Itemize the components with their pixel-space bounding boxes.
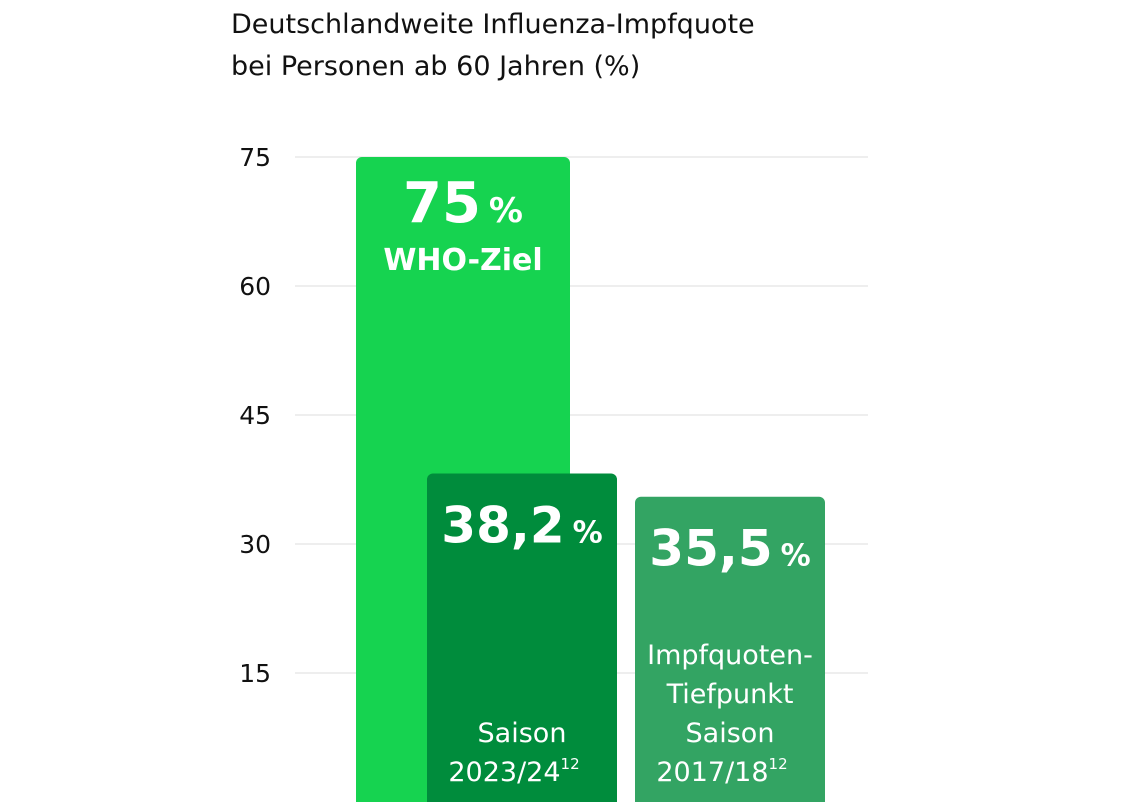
- bar-category-label: WHO-Ziel: [383, 243, 542, 278]
- bar-value: 35,5: [649, 520, 772, 578]
- bar-value-unit: %: [573, 515, 603, 550]
- bar-category-label: Tiefpunkt: [666, 679, 794, 710]
- bar-category-label: Impfquoten-: [647, 640, 813, 671]
- bar-value-unit: %: [489, 191, 523, 231]
- bar-3: [635, 496, 825, 802]
- bar-group-2: 38,2 % Saison 2023/2412: [427, 473, 617, 802]
- bar-category-label: Saison: [478, 718, 567, 749]
- bar-category-text: Saison: [686, 718, 775, 749]
- bar-category-text: Saison: [478, 718, 567, 749]
- bar-category-label: Saison: [686, 718, 775, 749]
- y-tick-label: 30: [239, 530, 271, 559]
- bar-value-label: 75%: [403, 171, 523, 236]
- bar-value-label: 38,2%: [441, 496, 602, 554]
- bar-2: [427, 473, 617, 802]
- bar-value: 38,2: [441, 496, 564, 554]
- bar-category-text: 2023/24: [448, 757, 560, 788]
- y-axis-ticks: 15 30 45 60 75: [239, 143, 271, 688]
- bar-category-text: Tiefpunkt: [666, 679, 794, 710]
- bar-value-unit: %: [781, 539, 811, 574]
- y-tick-label: 60: [239, 272, 271, 301]
- bar-category-label: 2017/1812: [656, 755, 787, 788]
- bar-category-text: Impfquoten-: [647, 640, 813, 671]
- y-tick-label: 15: [239, 659, 271, 688]
- bar-category-label: 2023/2412: [448, 755, 579, 788]
- footnote-superscript: 12: [769, 755, 788, 773]
- footnote-superscript: 12: [561, 755, 580, 773]
- bar-category-text: 2017/18: [656, 757, 768, 788]
- y-tick-label: 45: [239, 401, 271, 430]
- chart-title-line-1: Deutschlandweite Influenza-Impfquote: [231, 9, 755, 40]
- chart-title-line-2: bei Personen ab 60 Jahren (%): [231, 51, 640, 82]
- y-tick-label: 75: [239, 143, 271, 172]
- bar-value: 75: [403, 171, 481, 236]
- bar-group-3: 35,5 % Impfquoten- Tiefpunkt Saison 2017/1812: [635, 496, 825, 802]
- bar-value-label: 35,5%: [649, 520, 810, 578]
